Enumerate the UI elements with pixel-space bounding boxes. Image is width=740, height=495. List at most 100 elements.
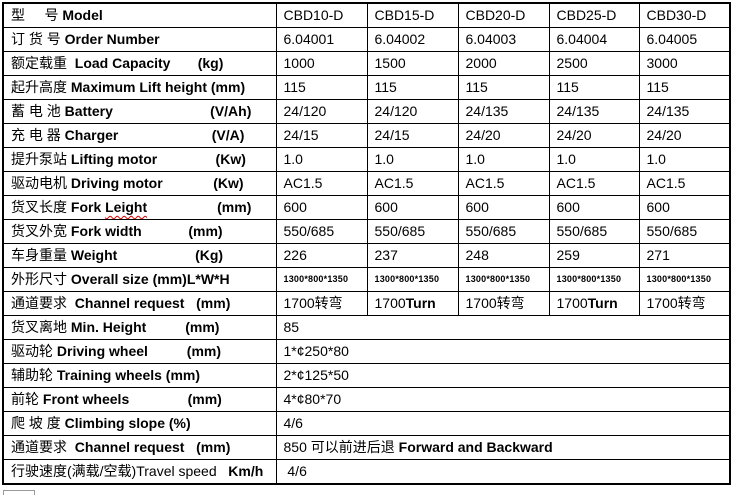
spec-value-cell: AC1.5	[638, 171, 731, 196]
spec-value-cell: 115	[275, 75, 368, 100]
spec-value-cell: 600	[366, 195, 459, 220]
model-header-cell: CBD15-D	[366, 2, 459, 28]
spec-value-cell: 2000	[457, 51, 550, 76]
text: 起升高度	[11, 78, 71, 95]
spec-value-cell: 226	[275, 243, 368, 268]
spec-row-travel-speed: 行驶速度(满载/空载)Travel speed Km/h 4/6	[2, 459, 731, 485]
spec-value-cell: 24/20	[638, 123, 731, 148]
bold-text: Overall size (mm)L*W*H	[70, 270, 230, 287]
spec-value-cell: 259	[548, 243, 640, 268]
spec-value-cell: 2*¢125*50	[275, 363, 731, 388]
spec-row-driving-motor: 驱动电机 Driving motor (Kw) AC1.5 AC1.5 AC1.5 AC…	[2, 171, 731, 196]
spec-value-cell: 85	[275, 315, 731, 340]
bold-text: Driving wheel (mm)	[56, 342, 222, 359]
spec-value-cell: 1300*800*1350	[638, 267, 731, 292]
spec-value-cell: 4/6	[275, 411, 731, 436]
row-label-travel-speed: 行驶速度(满载/空载)Travel speed Km/h	[2, 459, 277, 485]
spec-value-cell: 1.0	[275, 147, 368, 172]
model-header-cell: CBD30-D	[638, 2, 731, 28]
bold-text: Load Capacity (kg)	[74, 54, 224, 71]
text: 前轮	[11, 390, 43, 407]
spec-value-cell: 600	[457, 195, 550, 220]
spec-value-cell: 6.04002	[366, 27, 459, 52]
spec-value-cell: 1700转弯	[457, 291, 550, 316]
spec-value-cell: 1300*800*1350	[366, 267, 459, 292]
text: 货叉外宽	[11, 222, 71, 239]
text: 辅助轮	[11, 366, 57, 383]
spec-row-charger: 充 电 器 Charger (V/A) 24/15 24/15 24/20 24/20 2…	[2, 123, 731, 148]
spec-value-cell: 248	[457, 243, 550, 268]
spec-value-cell: 237	[366, 243, 459, 268]
spec-value-cell: AC1.5	[457, 171, 550, 196]
bold-text: Order Number	[64, 30, 160, 47]
row-label-climbing-slope: 爬 坡 度 Climbing slope (%)	[2, 411, 277, 436]
row-label-charger: 充 电 器 Charger (V/A)	[2, 123, 277, 148]
spec-row-front-wheels: 前轮 Front wheels (mm) 4*¢80*70	[2, 387, 731, 412]
spec-value-cell: 24/120	[275, 99, 368, 124]
bold-text: Turn	[405, 294, 436, 311]
spec-row-lifting-motor: 提升泵站 Lifting motor (Kw) 1.0 1.0 1.0 1.0 1.0	[2, 147, 731, 172]
spec-value-cell: 6.04004	[548, 27, 640, 52]
text: 提升泵站	[11, 150, 71, 167]
spec-value-cell: 550/685	[548, 219, 640, 244]
spec-value-cell: 24/20	[457, 123, 550, 148]
text: 订 货 号	[11, 30, 65, 47]
spec-value-cell: 1700Turn	[548, 291, 640, 316]
bold-text: Lifting motor (Kw)	[70, 150, 246, 167]
spec-value-cell: 600	[275, 195, 368, 220]
spec-value-cell: 1000	[275, 51, 368, 76]
spec-value-cell: 1300*800*1350	[548, 267, 640, 292]
spec-row-channel-request-forward: 通道要求 Channel request (mm) 850 可以前进后退 Forw…	[2, 435, 731, 460]
next-table-fragment	[3, 490, 35, 495]
spec-value-cell: 115	[366, 75, 459, 100]
bold-text: Fork width (mm)	[70, 222, 223, 239]
text: 车身重量	[11, 246, 71, 263]
row-label-load-capacity: 额定载重 Load Capacity (kg)	[2, 51, 277, 76]
bold-text: Fork	[70, 198, 106, 215]
row-label-battery: 蓄 电 池 Battery (V/Ah)	[2, 99, 277, 124]
row-label-channel-request-forward: 通道要求 Channel request (mm)	[2, 435, 277, 460]
text: 驱动轮	[11, 342, 57, 359]
spec-row-min-height: 货叉离地 Min. Height (mm) 85	[2, 315, 731, 340]
spec-value-cell: 24/135	[638, 99, 731, 124]
bold-text: Channel request (mm)	[74, 438, 231, 455]
spec-row-order-number: 订 货 号 Order Number 6.04001 6.04002 6.04003 6…	[2, 27, 731, 52]
text: 驱动电机	[11, 174, 71, 191]
bold-text: Min. Height (mm)	[70, 318, 220, 335]
text: 行驶速度(满载/空载)Travel speed	[11, 462, 217, 479]
spec-value-cell: AC1.5	[548, 171, 640, 196]
spec-value-cell: 850 可以前进后退 Forward and Backward	[275, 435, 731, 460]
bold-text: Turn	[587, 294, 618, 311]
spec-value-cell: 24/120	[366, 99, 459, 124]
row-label-order-number: 订 货 号 Order Number	[2, 27, 277, 52]
model-header-cell: CBD25-D	[548, 2, 640, 28]
spec-row-weight: 车身重量 Weight (Kg) 226 237 248 259 271	[2, 243, 731, 268]
bold-text: (mm)	[147, 198, 252, 215]
spec-value-cell: 600	[548, 195, 640, 220]
spec-value-cell: 115	[457, 75, 550, 100]
spec-value-cell: 1.0	[457, 147, 550, 172]
spec-row-channel-request-turn: 通道要求 Channel request (mm) 1700转弯 1700Turn 1…	[2, 291, 731, 316]
row-label-weight: 车身重量 Weight (Kg)	[2, 243, 277, 268]
spec-row-max-lift-height: 起升高度 Maximum Lift height (mm) 115 115 115 11…	[2, 75, 731, 100]
row-label-driving-wheel: 驱动轮 Driving wheel (mm)	[2, 339, 277, 364]
bold-text: Charger (V/A)	[64, 126, 245, 143]
text: 通道要求	[11, 294, 75, 311]
text: 外形尺寸	[11, 270, 71, 287]
spec-value-cell: 550/685	[275, 219, 368, 244]
text: 型 号	[11, 6, 63, 23]
text: 蓄 电 池	[11, 102, 65, 119]
spec-value-cell: 1700转弯	[638, 291, 731, 316]
spec-value-cell: 1.0	[366, 147, 459, 172]
bold-text: Km/h	[216, 462, 264, 479]
bold-text: Front wheels (mm)	[42, 390, 222, 407]
text: 货叉离地	[11, 318, 71, 335]
row-label-model: 型 号 Model	[2, 2, 277, 28]
text: 通道要求	[11, 438, 75, 455]
spec-value-cell: 24/135	[548, 99, 640, 124]
text: 爬 坡 度	[11, 414, 65, 431]
text: 850 可以前进后退	[283, 438, 399, 455]
spec-value-cell: 1300*800*1350	[457, 267, 550, 292]
spec-value-cell: 6.04003	[457, 27, 550, 52]
